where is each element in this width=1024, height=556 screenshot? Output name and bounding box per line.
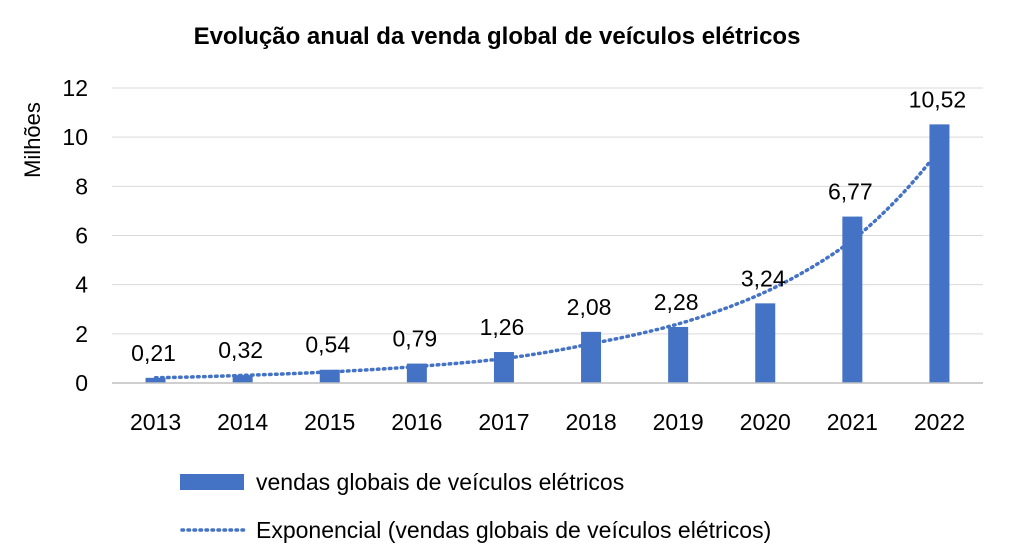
y-tick-label: 10: [62, 124, 88, 150]
bars: [145, 124, 950, 383]
y-axis-title: Milhões: [20, 102, 45, 178]
x-tick-label: 2016: [391, 409, 442, 435]
data-label: 0,21: [131, 340, 176, 366]
data-label: 3,24: [741, 265, 786, 291]
legend: vendas globais de veículos elétricos Exp…: [180, 469, 771, 543]
data-label: 0,79: [392, 326, 437, 352]
bar: [929, 124, 950, 383]
data-labels: 0,21 0,32 0,54 0,79 1,26 2,08 2,28 3,24 6,77 10,5…: [131, 86, 966, 365]
y-tick-label: 2: [75, 321, 88, 347]
y-tick-label: 4: [75, 272, 88, 298]
y-tick-label: 12: [62, 75, 88, 101]
legend-trend-label: Exponencial (vendas globais de veículos …: [256, 517, 771, 543]
bar: [232, 375, 253, 383]
bar: [842, 216, 863, 383]
x-tick-label: 2019: [653, 409, 704, 435]
bar: [406, 363, 427, 383]
y-tick-label: 0: [75, 370, 88, 396]
y-tick-label: 8: [75, 173, 88, 199]
bar: [145, 377, 166, 383]
trendline: [153, 147, 942, 380]
gridlines: [112, 87, 983, 335]
bar: [668, 326, 689, 383]
x-tick-label: 2015: [304, 409, 355, 435]
x-tick-label: 2017: [478, 409, 529, 435]
data-label: 6,77: [828, 179, 873, 205]
x-tick-label: 2013: [130, 409, 181, 435]
bar: [755, 303, 776, 383]
y-tick-label: 6: [75, 223, 88, 249]
x-tick-label: 2021: [827, 409, 878, 435]
legend-bar-swatch: [180, 474, 244, 490]
x-tick-label: 2018: [565, 409, 616, 435]
legend-bar-label: vendas globais de veículos elétricos: [256, 469, 624, 495]
x-tick-label: 2022: [914, 409, 965, 435]
data-label: 1,26: [480, 314, 525, 340]
bar: [581, 331, 602, 383]
y-tick-labels: 0 2 4 6 8 10 12: [62, 75, 88, 396]
data-label: 0,54: [305, 332, 350, 358]
data-label: 2,28: [654, 289, 699, 315]
data-label: 10,52: [909, 86, 967, 112]
x-tick-label: 2014: [217, 409, 268, 435]
x-tick-labels: 2013 2014 2015 2016 2017 2018 2019 2020 2021 2022: [130, 409, 965, 435]
data-label: 2,08: [567, 294, 612, 320]
chart-title: Evolução anual da venda global de veícul…: [194, 23, 801, 50]
data-label: 0,32: [218, 337, 263, 363]
x-tick-label: 2020: [740, 409, 791, 435]
